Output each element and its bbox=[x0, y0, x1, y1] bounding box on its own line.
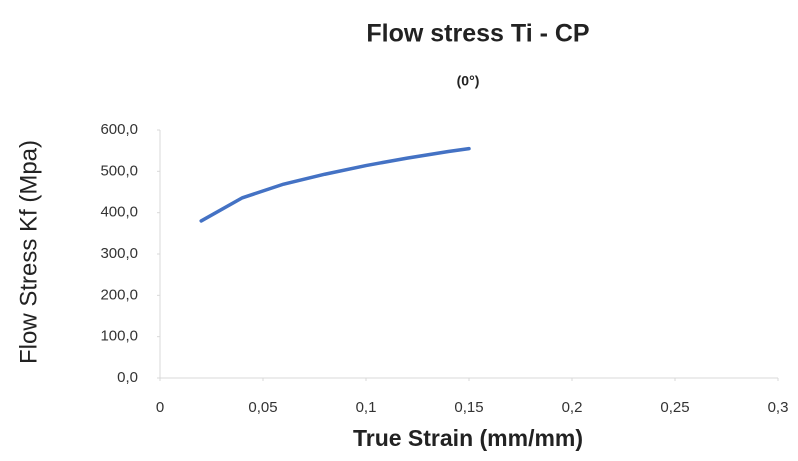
chart-title: Flow stress Ti - CP bbox=[366, 20, 589, 48]
y-tick-label: 100,0 bbox=[100, 328, 138, 345]
chart-subtitle: (0°) bbox=[457, 73, 480, 89]
y-tick-label: 500,0 bbox=[100, 162, 138, 179]
x-tick-label: 0,3 bbox=[768, 399, 789, 416]
line-series bbox=[199, 146, 471, 223]
x-tick-label: 0,2 bbox=[562, 399, 583, 416]
x-tick-label: 0,25 bbox=[660, 399, 689, 416]
x-axis-label: True Strain (mm/mm) bbox=[353, 425, 583, 451]
y-tick-label: 0,0 bbox=[117, 369, 138, 386]
y-tick-label: 300,0 bbox=[100, 245, 138, 262]
y-tick-label: 600,0 bbox=[100, 121, 138, 138]
y-axis-label: Flow Stress Kf (Mpa) bbox=[15, 140, 42, 364]
y-tick-label: 200,0 bbox=[100, 286, 138, 303]
x-tick-label: 0,15 bbox=[454, 399, 483, 416]
x-tick-label: 0,1 bbox=[356, 399, 377, 416]
x-tick-label: 0,05 bbox=[248, 399, 277, 416]
x-tick-label: 0 bbox=[156, 399, 164, 416]
y-tick-label: 400,0 bbox=[100, 204, 138, 221]
